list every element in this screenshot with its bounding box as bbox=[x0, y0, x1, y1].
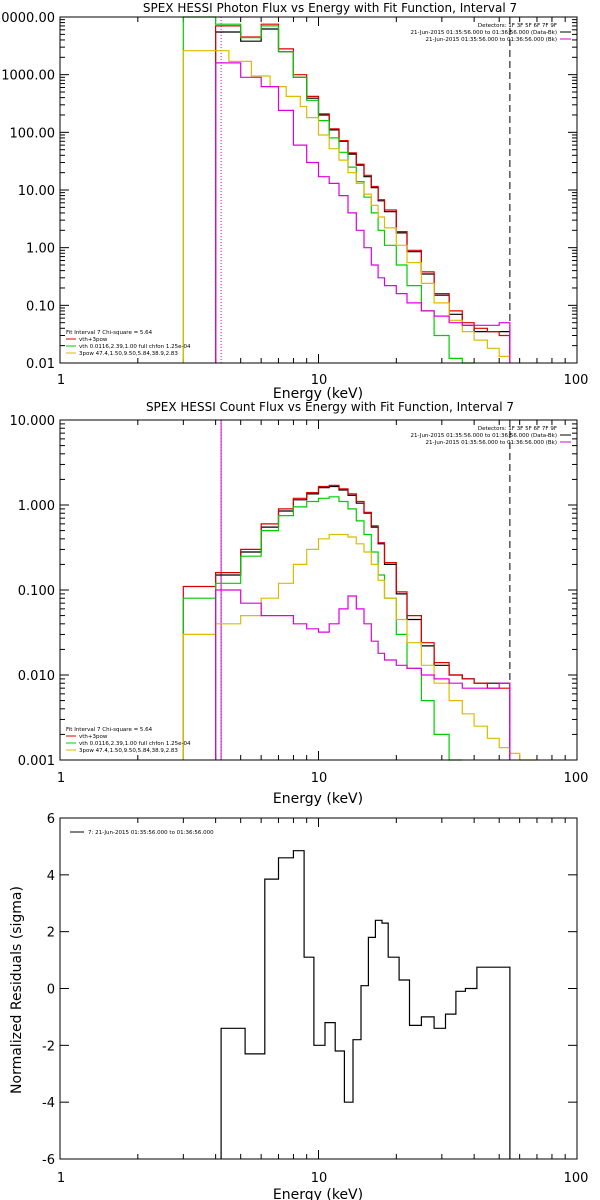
photon-flux-xtick-1: 1 bbox=[57, 373, 65, 388]
photon-flux-xtick-100: 100 bbox=[564, 373, 589, 388]
count-flux-xtick-10: 10 bbox=[311, 771, 328, 786]
photon-flux-series-data-bk bbox=[215, 28, 511, 363]
photon-flux-ytick-label: 10000.00 bbox=[0, 11, 55, 26]
count-flux-series-vth bbox=[182, 496, 463, 761]
photon-flux-title: SPEX HESSI Photon Flux vs Energy with Fi… bbox=[143, 1, 517, 15]
count-flux-ytick-label: 0.100 bbox=[18, 584, 55, 599]
photon-flux-series-vth-3pow bbox=[215, 23, 511, 363]
photon-flux-ytick-label: 1000.00 bbox=[1, 69, 55, 84]
residuals-xtick-1: 1 bbox=[57, 1171, 65, 1186]
photon-flux-legend-entry: Fit Interval 7 Chi-square = 5.64 bbox=[66, 330, 153, 336]
residuals-ytick-label: 6 bbox=[47, 812, 55, 827]
photon-flux-xlabel: Energy (keV) bbox=[273, 386, 363, 402]
count-flux-legend-entry: 21-Jun-2015 01:35:56.000 to 01:36:56.000… bbox=[425, 440, 557, 446]
photon-flux-series-bk bbox=[215, 62, 511, 363]
count-flux-ytick-label: 0.010 bbox=[18, 669, 55, 684]
count-flux-plot-frame bbox=[59, 419, 578, 761]
residuals-ylabel: Normalized Residuals (sigma) bbox=[9, 886, 25, 1094]
residuals-ytick-label: -2 bbox=[42, 1039, 55, 1054]
photon-flux-ytick-label: 1.00 bbox=[26, 242, 55, 257]
count-flux-xlabel: Energy (keV) bbox=[273, 791, 363, 807]
count-flux-panel: SPEX HESSI Count Flux vs Energy with Fit… bbox=[10, 400, 589, 807]
photon-flux-legend-entry: 3pow 47.4,1.50,9.50,5.84,38.9,2.83 bbox=[79, 351, 178, 357]
residuals-ytick-label: 4 bbox=[47, 869, 55, 884]
photon-flux-xtick-10: 10 bbox=[311, 373, 328, 388]
photon-flux-legend-entry: Detectors: 1F 3F 5F 6F 7F 9F bbox=[478, 23, 557, 29]
residuals-ytick-label: 0 bbox=[47, 983, 55, 998]
count-flux-xtick-100: 100 bbox=[564, 771, 589, 786]
count-flux-series-3pow bbox=[182, 533, 537, 761]
residuals-xtick-10: 10 bbox=[311, 1171, 328, 1186]
photon-flux-series-vth bbox=[182, 16, 475, 364]
residuals-xtick-100: 100 bbox=[564, 1171, 589, 1186]
residuals-panel: 1 10 100 Energy (keV) Normalized Residua… bbox=[9, 812, 588, 1200]
residuals-ytick-label: -4 bbox=[42, 1096, 55, 1111]
photon-flux-ytick-label: 100.00 bbox=[10, 126, 56, 141]
photon-flux-ytick-label: 0.10 bbox=[26, 299, 55, 314]
photon-flux-legend-entry: 21-Jun-2015 01:35:56.000 to 01:36:56.000… bbox=[425, 37, 557, 43]
residuals-series-residuals bbox=[220, 850, 511, 1159]
photon-flux-legend-entry: 21-Jun-2015 01:35:56.000 to 01:36:56.000… bbox=[411, 30, 557, 36]
count-flux-xtick-1: 1 bbox=[57, 771, 65, 786]
count-flux-ytick-label: 10.000 bbox=[10, 414, 56, 429]
count-flux-ytick-label: 1.000 bbox=[18, 499, 55, 514]
photon-flux-plot-frame bbox=[59, 16, 578, 364]
count-flux-series-bk bbox=[215, 589, 511, 760]
residuals-xlabel: Energy (keV) bbox=[273, 1187, 363, 1200]
photon-flux-ytick-label: 10.00 bbox=[18, 184, 55, 199]
count-flux-series-vth-3pow bbox=[182, 484, 511, 760]
count-flux-legend-entry: 21-Jun-2015 01:35:56.000 to 01:36:56.000… bbox=[411, 433, 557, 439]
count-flux-legend-entry: 3pow 47.4,1.50,9.50,5.84,38.9,2.83 bbox=[79, 748, 178, 754]
residuals-plot-frame bbox=[59, 817, 578, 1160]
photon-flux-series-3pow bbox=[182, 50, 511, 363]
count-flux-legend-entry: Fit Interval 7 Chi-square = 5.64 bbox=[66, 727, 153, 733]
count-flux-legend-entry: vth 0.0116,2.39,1.00 full chfon 1.25e-04 bbox=[79, 741, 191, 747]
residuals-legend-entry: 7: 21-Jun-2015 01:35:56.000 to 01:36:56.… bbox=[88, 830, 214, 836]
residuals-ytick-label: -6 bbox=[42, 1153, 55, 1168]
residuals-ytick-label: 2 bbox=[47, 926, 55, 941]
count-flux-series-data-bk bbox=[215, 485, 511, 760]
count-flux-legend-entry: Detectors: 1F 3F 5F 6F 7F 9F bbox=[478, 426, 557, 432]
photon-flux-legend-entry: vth 0.0116,2.39,1.00 full chfon 1.25e-04 bbox=[79, 344, 191, 350]
count-flux-title: SPEX HESSI Count Flux vs Energy with Fit… bbox=[146, 400, 514, 414]
photon-flux-legend-entry: vth+3pow bbox=[79, 337, 108, 343]
photon-flux-ytick-label: 0.01 bbox=[26, 357, 55, 372]
count-flux-ytick-label: 0.001 bbox=[18, 754, 55, 769]
count-flux-legend-entry: vth+3pow bbox=[79, 734, 108, 740]
photon-flux-panel: SPEX HESSI Photon Flux vs Energy with Fi… bbox=[0, 1, 588, 402]
